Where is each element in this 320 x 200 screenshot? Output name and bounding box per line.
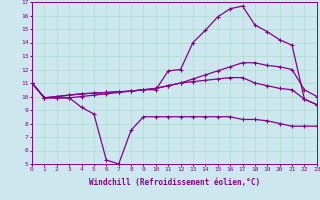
X-axis label: Windchill (Refroidissement éolien,°C): Windchill (Refroidissement éolien,°C): [89, 178, 260, 187]
